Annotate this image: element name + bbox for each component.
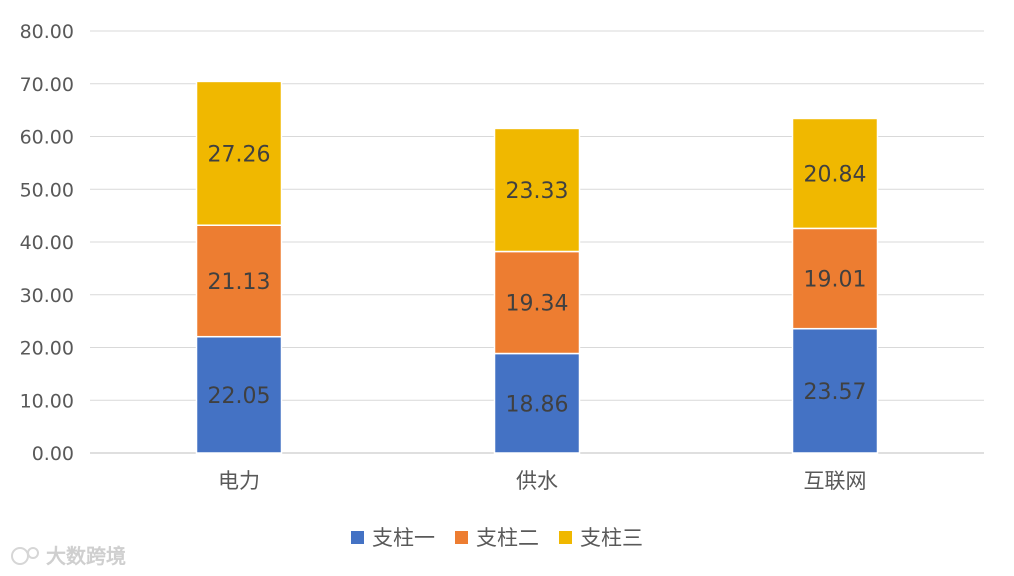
watermark-text: 大数跨境: [46, 544, 126, 568]
x-axis: 电力 供水 互联网: [218, 469, 867, 493]
legend-label: 支柱二: [476, 526, 539, 550]
y-tick-label: 30.00: [20, 285, 74, 307]
bar-segment: [791, 117, 879, 230]
data-label: 21.13: [208, 270, 271, 295]
x-category-label: 供水: [516, 469, 558, 493]
data-label: 20.84: [804, 162, 867, 187]
data-label: 18.86: [506, 392, 569, 417]
watermark-logo-icon: [11, 547, 29, 565]
x-category-label: 互联网: [804, 469, 867, 493]
watermark-logo-icon-inner: [27, 547, 39, 559]
legend-swatch: [351, 531, 364, 544]
watermark: 大数跨境: [11, 544, 126, 568]
y-tick-label: 80.00: [20, 21, 74, 43]
bar-segment: [493, 127, 581, 253]
legend-swatch: [559, 531, 572, 544]
legend: 支柱一 支柱二 支柱三: [351, 526, 643, 550]
data-label: 23.57: [804, 380, 867, 405]
data-label: 27.26: [208, 142, 271, 167]
data-label: 19.01: [804, 268, 867, 293]
y-tick-label: 40.00: [20, 232, 74, 254]
y-tick-label: 10.00: [20, 390, 74, 412]
y-tick-label: 60.00: [20, 127, 74, 149]
data-label: 23.33: [506, 179, 569, 204]
data-label: 22.05: [208, 384, 271, 409]
bars: 22.05 21.13 27.26 18.86 19.34 23.33 23.57 19.01…: [195, 80, 879, 454]
y-tick-label: 0.00: [32, 443, 74, 465]
x-category-label: 电力: [218, 469, 260, 493]
bar-segment: [791, 227, 879, 330]
y-axis: 0.00 10.00 20.00 30.00 40.00 50.00 60.00 70.00 8…: [20, 21, 74, 465]
bar-segment: [493, 250, 581, 355]
legend-label: 支柱一: [372, 526, 435, 550]
bar-segment: [195, 335, 283, 454]
data-label: 19.34: [506, 292, 569, 317]
legend-label: 支柱三: [580, 526, 643, 550]
bar-segment: [195, 80, 283, 226]
y-tick-label: 70.00: [20, 74, 74, 96]
bar-segment: [493, 352, 581, 454]
y-tick-label: 20.00: [20, 338, 74, 360]
y-tick-label: 50.00: [20, 179, 74, 201]
bar-segment: [195, 224, 283, 338]
legend-swatch: [455, 531, 468, 544]
